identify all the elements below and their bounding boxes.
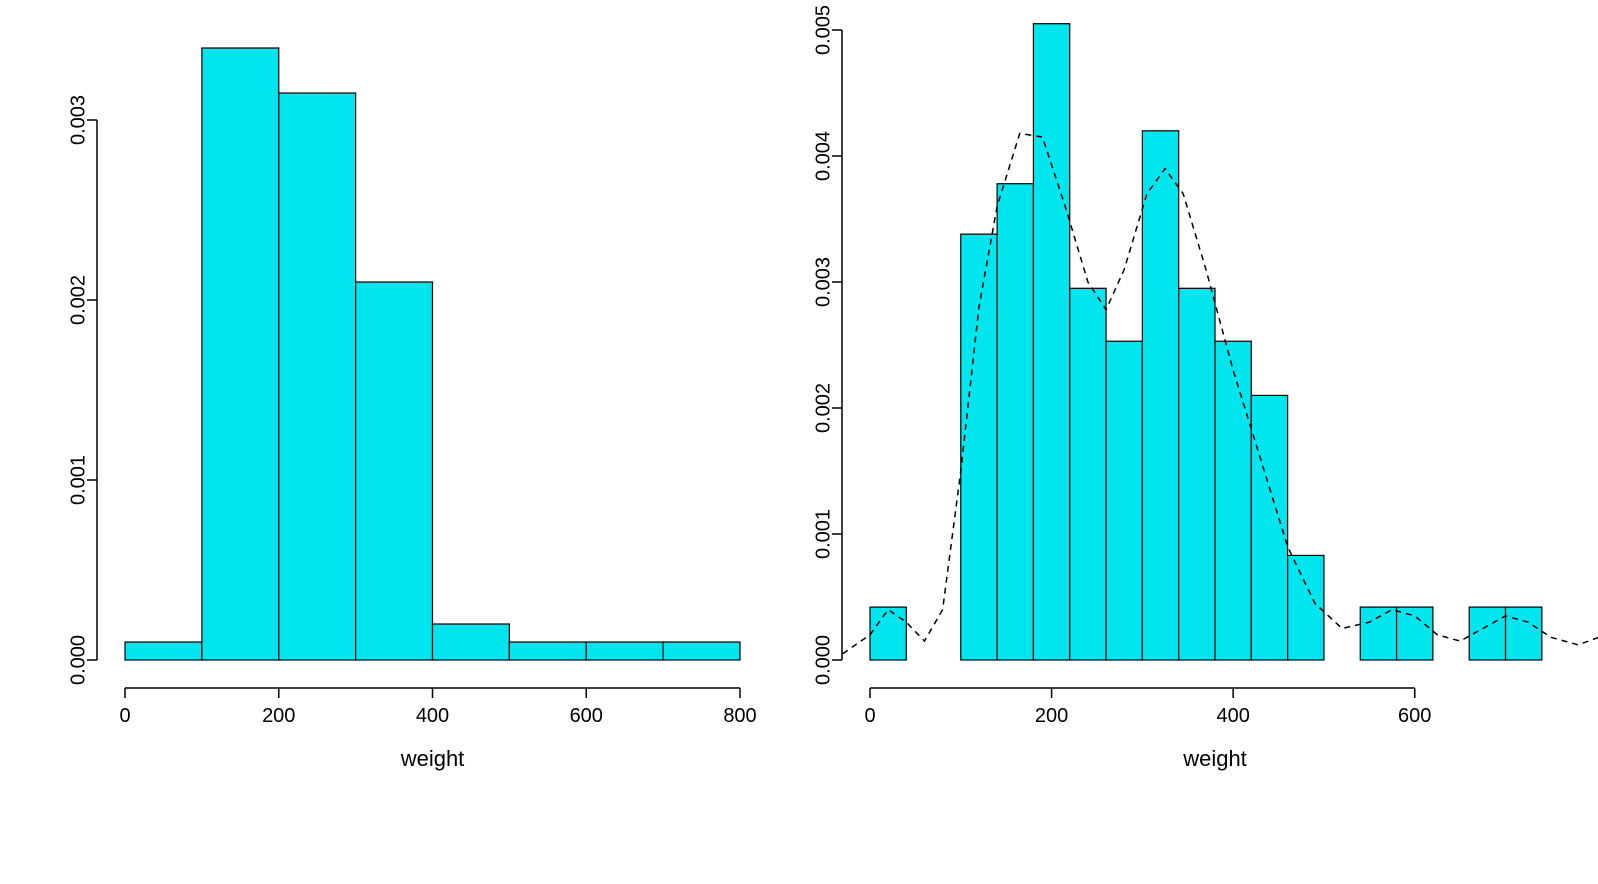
svg-text:weight: weight <box>1182 746 1247 771</box>
figure-container: 0 200 400 600 800 weight 0.000 0.001 0.002 0.003 0… <box>0 0 1598 884</box>
svg-text:0: 0 <box>864 705 875 727</box>
svg-text:200: 200 <box>1035 705 1068 727</box>
svg-text:weight: weight <box>400 746 465 771</box>
svg-text:400: 400 <box>1216 705 1249 727</box>
charts-svg: 0 200 400 600 800 weight 0.000 0.001 0.002 0.003 0… <box>0 0 1598 884</box>
svg-text:0.005: 0.005 <box>812 5 834 55</box>
svg-text:0.003: 0.003 <box>67 95 89 145</box>
svg-text:0: 0 <box>119 705 130 727</box>
svg-text:0.003: 0.003 <box>812 257 834 307</box>
svg-text:600: 600 <box>570 705 603 727</box>
svg-text:0.001: 0.001 <box>812 509 834 559</box>
svg-text:0.001: 0.001 <box>67 455 89 505</box>
svg-text:800: 800 <box>723 705 756 727</box>
svg-text:0.004: 0.004 <box>812 131 834 181</box>
svg-text:0.002: 0.002 <box>812 383 834 433</box>
svg-text:0.002: 0.002 <box>67 275 89 325</box>
svg-text:200: 200 <box>262 705 295 727</box>
svg-text:400: 400 <box>416 705 449 727</box>
svg-text:0.000: 0.000 <box>812 635 834 685</box>
svg-text:0.000: 0.000 <box>67 635 89 685</box>
svg-text:600: 600 <box>1398 705 1431 727</box>
